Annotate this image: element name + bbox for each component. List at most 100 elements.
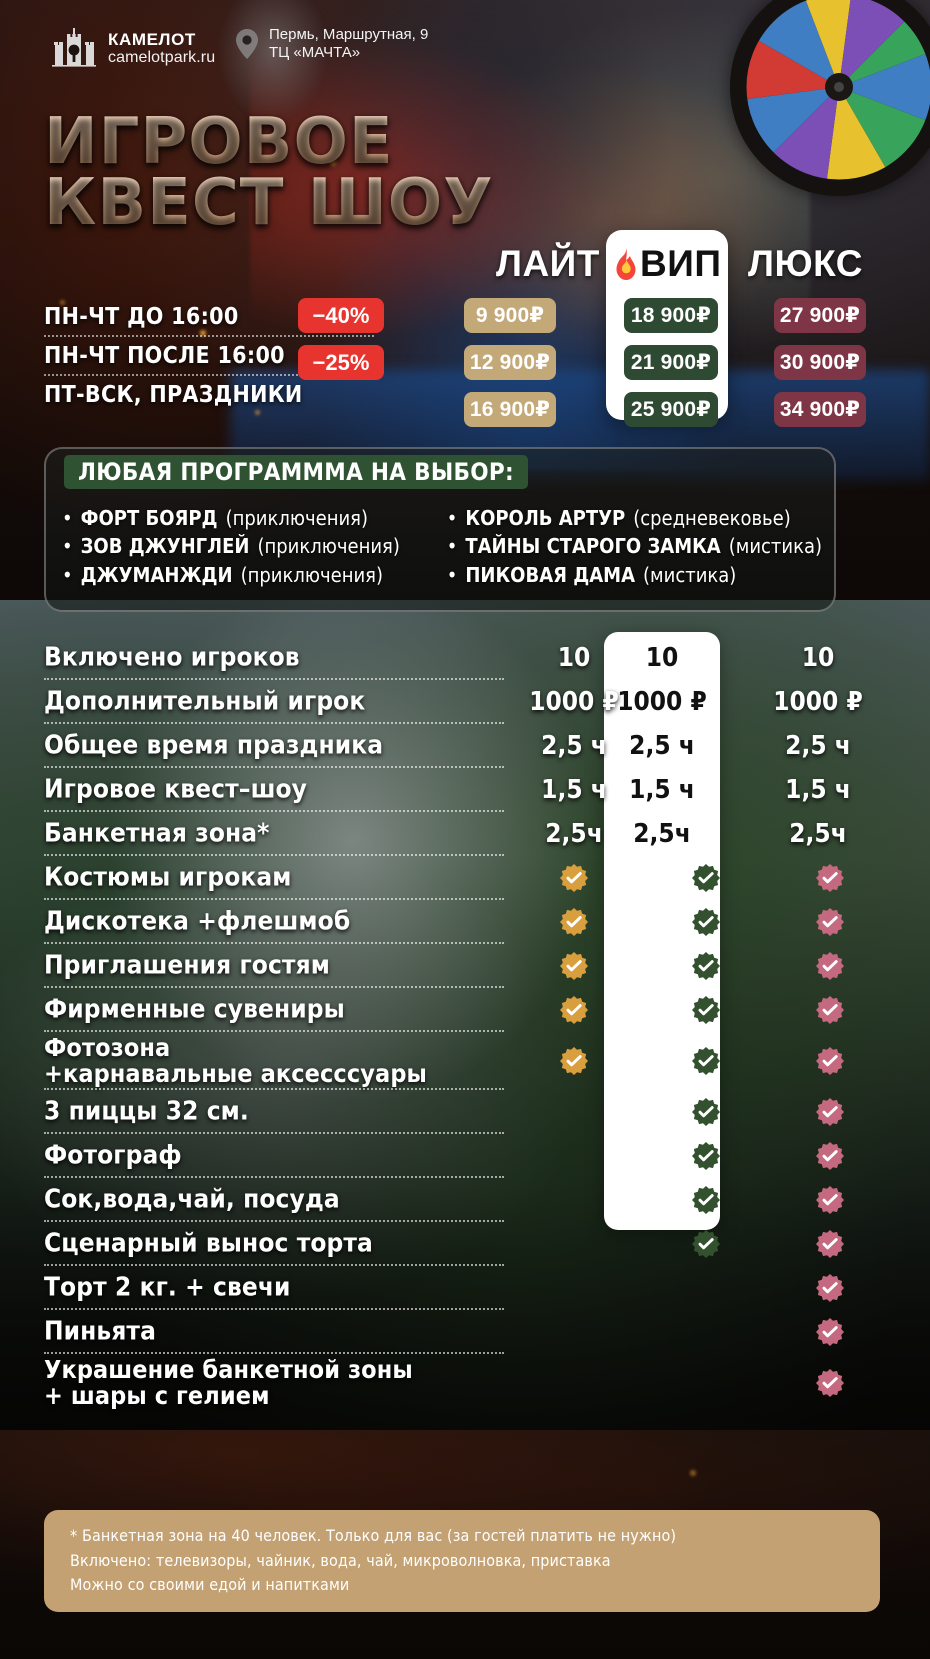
address-block: Пермь, Маршрутная, 9 ТЦ «МАЧТА» xyxy=(235,26,428,62)
plan-header-vip-label: ВИП xyxy=(640,243,722,284)
schedule-row: ПН-ЧТ ПОСЛЕ 16:00 xyxy=(44,337,374,374)
feature-row: Сок,вода,чай, посуда xyxy=(44,1178,894,1222)
schedule-row: ПН-ЧТ ДО 16:00 xyxy=(44,298,374,335)
program-genre: (приключения) xyxy=(225,506,368,530)
feature-value-light: 2,5 ч xyxy=(541,731,607,761)
feature-name: Игровое квест–шоу xyxy=(44,774,308,805)
check-badge-lux-icon xyxy=(816,864,844,892)
feature-name: Общее время праздника xyxy=(44,730,384,761)
plan-header-lux[interactable]: ЛЮКС xyxy=(748,243,863,284)
feature-value-vip: 2,5ч xyxy=(633,819,691,849)
address-line-2: ТЦ «МАЧТА» xyxy=(269,44,361,61)
row-divider xyxy=(44,898,504,900)
price-cell: 27 900₽ xyxy=(774,298,866,333)
plan-header-light[interactable]: ЛАЙТ xyxy=(496,243,600,284)
price-cell: 16 900₽ xyxy=(464,392,556,427)
schedule-label: ПН-ЧТ ПОСЛЕ 16:00 xyxy=(44,342,285,369)
feature-value-lux: 2,5 ч xyxy=(785,731,851,761)
program-item[interactable]: • ФОРТ БОЯРД (приключения) xyxy=(62,504,431,532)
check-badge-light-icon xyxy=(560,908,588,936)
program-genre: (приключения) xyxy=(240,562,384,587)
spark-particle xyxy=(200,330,206,336)
schedule-labels: ПН-ЧТ ДО 16:00 ПН-ЧТ ПОСЛЕ 16:00 ПТ-ВСК,… xyxy=(44,298,374,413)
feature-name: Банкетная зона* xyxy=(44,818,270,849)
check-badge-vip-icon xyxy=(692,1047,720,1075)
programs-heading: ЛЮБАЯ ПРОГРАМММА НА ВЫБОР: xyxy=(64,455,528,489)
schedule-row: ПТ-ВСК, ПРАЗДНИКИ xyxy=(44,376,374,413)
discount-badge: −40% xyxy=(298,298,384,333)
address-line-1: Пермь, Маршрутная, 9 xyxy=(269,26,429,43)
program-item[interactable]: • ПИКОВАЯ ДАМА (мистика) xyxy=(447,561,822,589)
feature-row: 3 пиццы 32 см. xyxy=(44,1090,894,1134)
row-divider xyxy=(44,1132,504,1134)
feature-value-vip: 10 xyxy=(645,643,679,673)
price-cell: 18 900₽ xyxy=(624,298,718,333)
feature-name: Украшение банкетной зоны + шары с гелием xyxy=(44,1354,413,1410)
row-divider xyxy=(44,1352,504,1354)
discount-badge: −25% xyxy=(298,345,384,380)
spark-particle xyxy=(330,160,336,166)
bullet-icon: • xyxy=(62,562,73,587)
discount-column: −40% −25% xyxy=(298,298,384,392)
feature-name: Дополнительный игрок xyxy=(44,686,366,717)
feature-row: Сценарный вынос торта xyxy=(44,1222,894,1266)
feature-row: Фотограф xyxy=(44,1134,894,1178)
program-item[interactable]: • КОРОЛЬ АРТУР (средневековье) xyxy=(447,504,822,532)
row-divider xyxy=(44,810,504,812)
feature-value-lux: 1,5 ч xyxy=(785,775,851,805)
footnote-line-1: * Банкетная зона на 40 человек. Только д… xyxy=(70,1525,677,1545)
check-badge-lux-icon xyxy=(816,1274,844,1302)
programs-column-right: • КОРОЛЬ АРТУР (средневековье) • ТАЙНЫ СТАР… xyxy=(447,504,822,589)
check-badge-vip-icon xyxy=(692,952,720,980)
price-cell: 12 900₽ xyxy=(464,345,556,380)
program-genre: (мистика) xyxy=(728,534,822,559)
title-line-1: ИГРОВОЕ xyxy=(44,110,564,174)
feature-row: Общее время праздника 2,5 ч 2,5 ч 2,5 ч xyxy=(44,724,894,768)
check-badge-lux-icon xyxy=(816,1230,844,1258)
feature-row: Костюмы игрокам xyxy=(44,856,894,900)
row-divider xyxy=(44,986,504,988)
feature-row: Торт 2 кг. + свечи xyxy=(44,1266,894,1310)
bullet-icon: • xyxy=(62,534,73,559)
feature-name: Пиньята xyxy=(44,1316,156,1347)
price-cell: 21 900₽ xyxy=(624,345,718,380)
feature-name: Дискотека +флешмоб xyxy=(44,906,351,937)
feature-value-vip: 2,5 ч xyxy=(629,731,695,761)
feature-name: Фотозона +карнавальные аксесссуары xyxy=(44,1032,427,1088)
feature-value-vip: 1,5 ч xyxy=(629,775,695,805)
brand-url: camelotpark.ru xyxy=(108,48,216,66)
row-divider xyxy=(44,722,504,724)
check-badge-light-icon xyxy=(560,996,588,1024)
feature-value-lux: 2,5ч xyxy=(789,819,847,849)
row-divider xyxy=(44,1030,504,1032)
check-badge-light-icon xyxy=(560,952,588,980)
bullet-icon: • xyxy=(446,506,458,530)
feature-row: Банкетная зона* 2,5ч 2,5ч 2,5ч xyxy=(44,812,894,856)
program-name: ПИКОВАЯ ДАМА xyxy=(465,562,636,587)
fortune-wheel-icon xyxy=(730,0,930,196)
brand-logo[interactable]: КАМЕЛОТ camelotpark.ru xyxy=(52,28,215,68)
check-badge-lux-icon xyxy=(816,952,844,980)
feature-name: Костюмы игрокам xyxy=(44,862,292,893)
program-genre: (мистика) xyxy=(643,562,737,587)
row-divider xyxy=(44,335,374,337)
check-badge-lux-icon xyxy=(816,996,844,1024)
program-item[interactable]: • ТАЙНЫ СТАРОГО ЗАМКА (мистика) xyxy=(447,532,822,560)
check-badge-lux-icon xyxy=(816,1098,844,1126)
footnote-line-3: Можно со своими едой и напитками xyxy=(70,1575,350,1595)
program-item[interactable]: • ДЖУМАНЖДИ (приключения) xyxy=(62,561,431,589)
program-item[interactable]: • ЗОВ ДЖУНГЛЕЙ (приключения) xyxy=(62,532,431,560)
feature-value-light: 1000 ₽ xyxy=(529,687,619,717)
feature-name: Торт 2 кг. + свечи xyxy=(44,1272,291,1303)
plan-header-vip[interactable]: ВИП xyxy=(612,243,721,285)
price-column-vip: 18 900₽ 21 900₽ 25 900₽ xyxy=(624,298,718,439)
row-divider xyxy=(44,678,504,680)
check-badge-lux-icon xyxy=(816,1047,844,1075)
programs-columns: • ФОРТ БОЯРД (приключения) • ЗОВ ДЖУНГЛЕЙ (… xyxy=(62,504,822,589)
row-divider xyxy=(44,1088,504,1090)
row-divider xyxy=(44,766,504,768)
check-badge-vip-icon xyxy=(692,996,720,1024)
feature-value-light: 2,5ч xyxy=(545,819,603,849)
check-badge-lux-icon xyxy=(816,1186,844,1214)
